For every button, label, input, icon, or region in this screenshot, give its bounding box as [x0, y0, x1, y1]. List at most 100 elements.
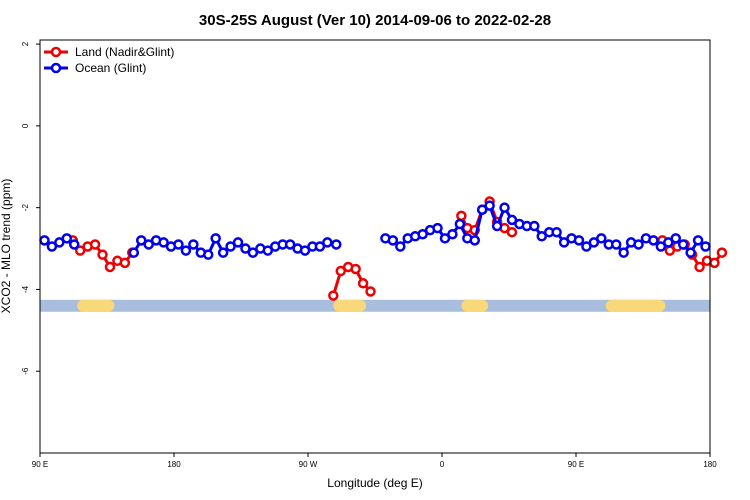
- ocean-point: [128, 247, 140, 258]
- ocean-point: [648, 235, 659, 246]
- x-tick-label: 90 E: [32, 460, 48, 469]
- y-tick-label: -2: [21, 204, 30, 212]
- x-axis: 90 E 180 90 W 0 90 E 180: [32, 453, 717, 469]
- ocean-point: [417, 228, 428, 240]
- ocean-point: [633, 239, 644, 250]
- ocean-point: [210, 233, 221, 244]
- ocean-point: [135, 235, 147, 246]
- ocean-point: [225, 241, 236, 252]
- ocean-point: [529, 220, 540, 232]
- ocean-point: [262, 245, 274, 256]
- land-point: [104, 261, 116, 273]
- ocean-point: [68, 239, 80, 250]
- ocean-point: [558, 237, 570, 248]
- ocean-point: [573, 235, 585, 246]
- ocean-point: [217, 247, 229, 258]
- y-tick-label: 0: [21, 123, 30, 128]
- land-band-segment: [605, 299, 666, 312]
- x-tick-label: 90 E: [568, 460, 584, 469]
- ocean-point: [143, 239, 154, 250]
- ocean-point: [491, 220, 503, 232]
- ocean-point: [232, 237, 244, 248]
- ocean-point: [322, 237, 333, 248]
- land-point: [506, 226, 518, 238]
- ocean-point: [299, 245, 311, 256]
- ocean-point: [54, 237, 65, 248]
- ocean-point: [484, 200, 495, 211]
- x-tick-label: 180: [703, 460, 717, 469]
- ocean-point: [439, 233, 451, 244]
- ocean-point: [314, 241, 326, 252]
- land-point: [365, 286, 376, 297]
- ocean-point: [692, 235, 704, 246]
- ocean-point: [581, 241, 592, 252]
- land-band-segment: [333, 299, 367, 312]
- ocean-point: [499, 202, 510, 213]
- land-point: [716, 247, 728, 258]
- ocean-point: [655, 241, 667, 252]
- legend-ocean-label: Ocean (Glint): [75, 61, 146, 75]
- x-tick-label: 0: [440, 460, 445, 469]
- land-point: [328, 290, 339, 301]
- ocean-point: [432, 222, 443, 234]
- x-axis-label: Longitude (deg E): [327, 476, 422, 490]
- ocean-point: [46, 241, 58, 252]
- ocean-point: [663, 237, 674, 248]
- ocean-point: [685, 247, 696, 258]
- ocean-point: [476, 204, 488, 215]
- land-point: [709, 257, 720, 269]
- land-point: [97, 249, 108, 260]
- ocean-point: [670, 233, 682, 244]
- land-band-segment: [461, 299, 489, 312]
- y-tick-label: -6: [21, 367, 30, 375]
- ocean-point: [180, 245, 192, 256]
- legend-land-marker: [50, 46, 62, 58]
- land-point: [456, 210, 467, 222]
- land-band-segment: [77, 299, 115, 312]
- ocean-point: [610, 239, 622, 250]
- ocean-point: [387, 235, 399, 246]
- land-point: [119, 257, 131, 269]
- ocean-point: [596, 233, 607, 244]
- ocean-point: [454, 218, 466, 230]
- ocean-point: [700, 241, 711, 252]
- x-tick-label: 90 W: [299, 460, 318, 469]
- ocean-point: [618, 247, 629, 258]
- land-point: [694, 261, 705, 273]
- ocean-point: [677, 239, 689, 250]
- plot-frame: [39, 39, 711, 454]
- y-tick-label: 2: [21, 41, 30, 46]
- land-point: [357, 278, 369, 289]
- ocean-point: [61, 233, 73, 244]
- chart-title: 30S-25S August (Ver 10) 2014-09-06 to 20…: [199, 12, 551, 29]
- y-axis-label: XCO2 - MLO trend (ppm): [0, 179, 13, 314]
- ocean-point: [536, 231, 548, 242]
- ocean-point: [469, 235, 481, 246]
- ocean-point: [395, 241, 406, 252]
- series-layer: [39, 196, 728, 301]
- land-point: [335, 265, 347, 277]
- ocean-point: [506, 214, 518, 226]
- ocean-point: [284, 239, 296, 250]
- ocean-point: [173, 239, 184, 250]
- ocean-band: [40, 299, 710, 312]
- legend-land-label: Land (Nadir&Glint): [75, 45, 174, 59]
- y-tick-label: -4: [21, 285, 30, 293]
- y-axis: 2 0 -2 -4 -6: [21, 41, 40, 375]
- ocean-point: [247, 247, 259, 258]
- ocean-point: [240, 243, 251, 254]
- ocean-point: [202, 249, 214, 260]
- x-tick-label: 180: [167, 460, 181, 469]
- ocean-point: [331, 239, 342, 250]
- ocean-point: [588, 237, 600, 248]
- ocean-point: [39, 235, 50, 246]
- series-ocean: [39, 200, 711, 260]
- legend: Land (Nadir&Glint) Ocean (Glint): [44, 45, 174, 75]
- ocean-point: [188, 239, 199, 250]
- ocean-point: [551, 226, 562, 238]
- legend-ocean-marker: [50, 62, 62, 74]
- ocean-point: [447, 228, 458, 240]
- land-point: [74, 245, 86, 256]
- geography-band: [40, 299, 710, 312]
